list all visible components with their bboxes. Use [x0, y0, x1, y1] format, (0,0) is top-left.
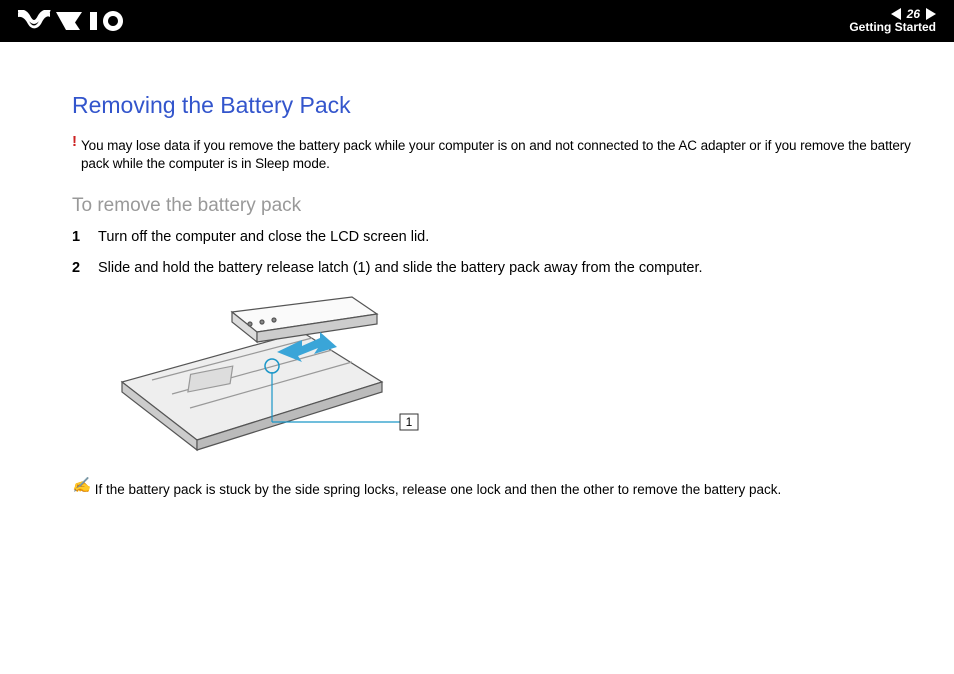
section-label: Getting Started [849, 21, 936, 34]
step-item: Slide and hold the battery release latch… [72, 258, 914, 278]
warning-icon: ! [72, 134, 77, 149]
step-item: Turn off the computer and close the LCD … [72, 227, 914, 247]
page-title: Removing the Battery Pack [72, 92, 914, 119]
warning-note: ! You may lose data if you remove the ba… [72, 137, 914, 173]
header-bar: 26 Getting Started [0, 0, 954, 42]
nav-prev-icon[interactable] [891, 8, 901, 20]
warning-text: You may lose data if you remove the batt… [81, 137, 914, 173]
nav-next-icon[interactable] [926, 8, 936, 20]
figure-battery-removal: 1 [102, 292, 914, 467]
tip-note: ✍ If the battery pack is stuck by the si… [72, 481, 914, 499]
vaio-logo [18, 10, 128, 32]
step-text: Slide and hold the battery release latch… [98, 258, 703, 278]
section-subtitle: To remove the battery pack [72, 195, 914, 217]
note-text: If the battery pack is stuck by the side… [95, 481, 782, 499]
callout-label: 1 [406, 415, 413, 429]
step-text: Turn off the computer and close the LCD … [98, 227, 429, 247]
note-icon: ✍ [72, 478, 91, 493]
page-content: Removing the Battery Pack ! You may lose… [0, 42, 954, 499]
header-nav: 26 Getting Started [849, 8, 936, 34]
step-list: Turn off the computer and close the LCD … [72, 227, 914, 278]
